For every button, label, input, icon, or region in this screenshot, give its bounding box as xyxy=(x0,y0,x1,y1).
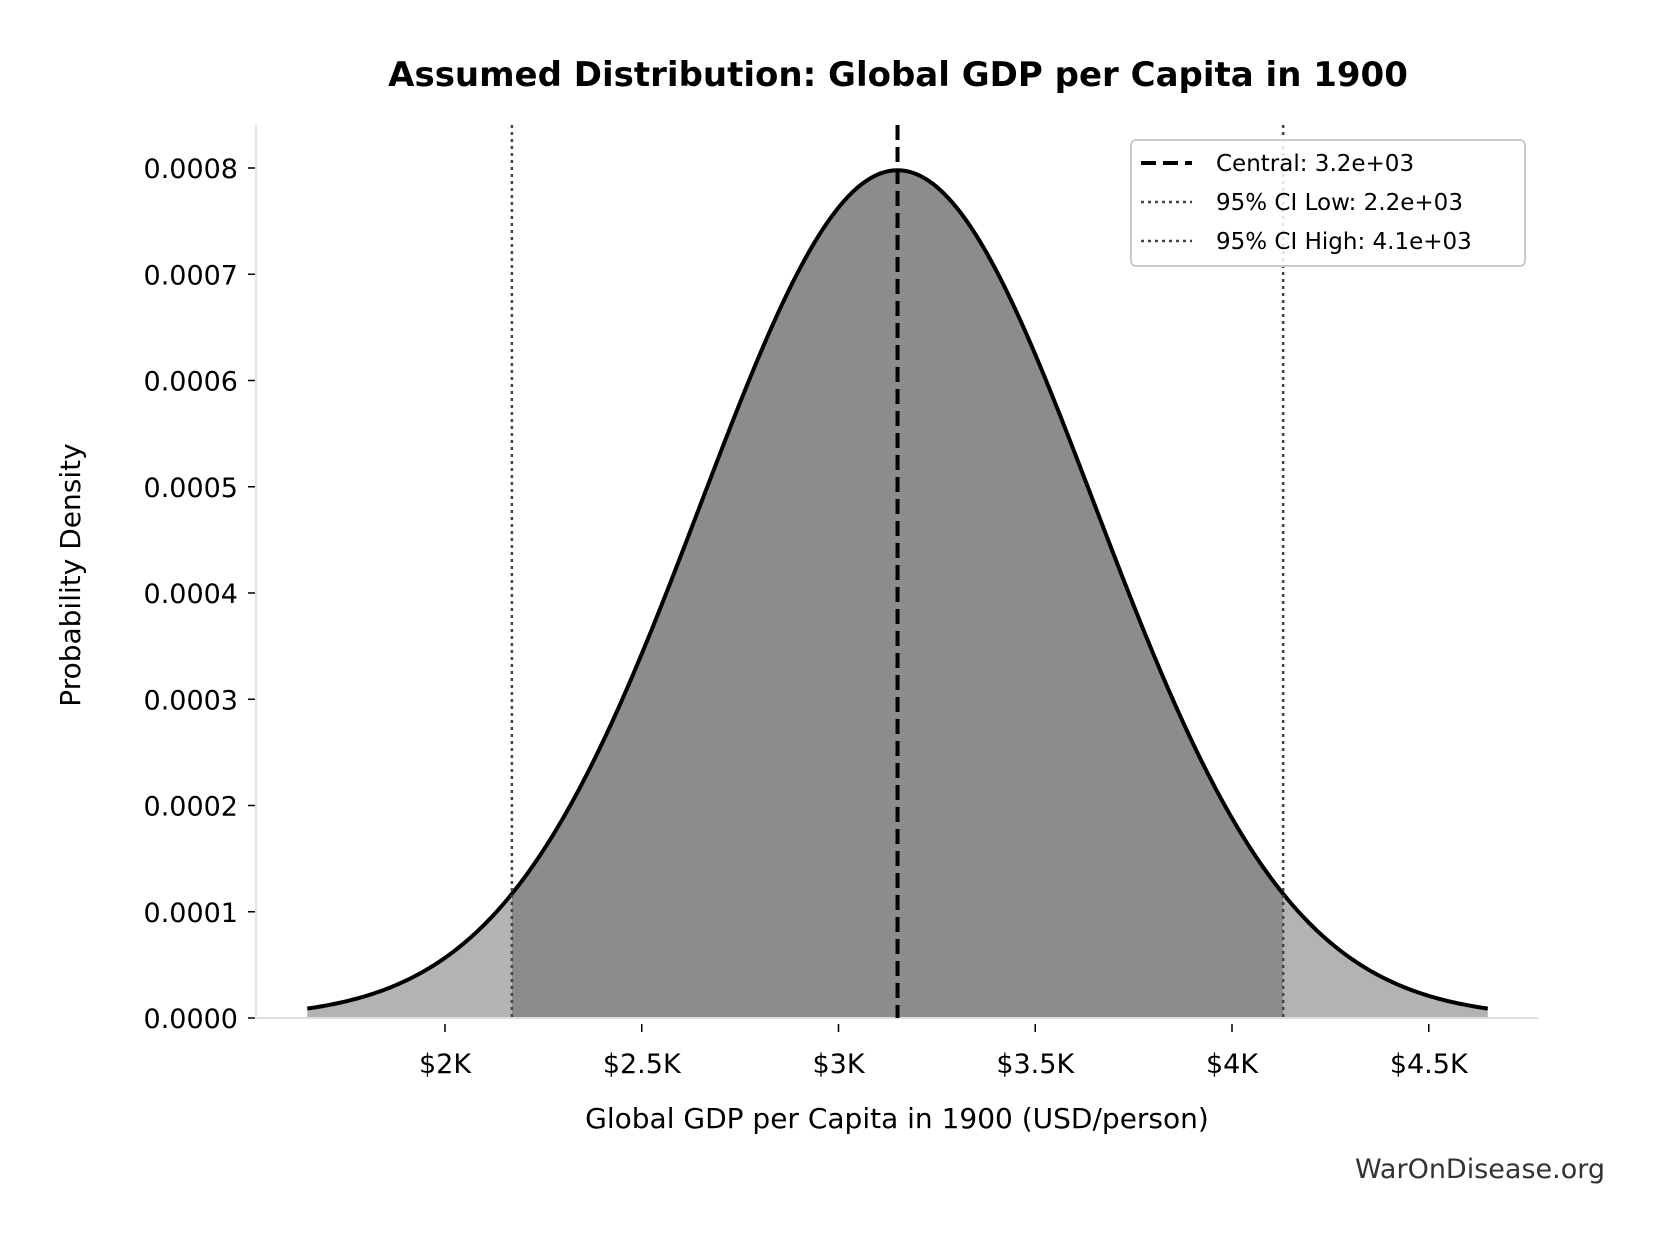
y-tick-label: 0.0007 xyxy=(144,260,238,291)
legend-label: 95% CI Low: 2.2e+03 xyxy=(1216,190,1463,216)
x-tick-label: $2K xyxy=(419,1049,472,1080)
y-tick-label: 0.0003 xyxy=(144,685,238,716)
y-tick-label: 0.0000 xyxy=(144,1004,238,1035)
x-tick-label: $3.5K xyxy=(996,1049,1075,1080)
tail-fill-right xyxy=(1283,893,1488,1018)
x-tick-label: $3K xyxy=(812,1049,865,1080)
tail-fill-left xyxy=(307,893,512,1018)
y-tick-label: 0.0006 xyxy=(144,367,238,398)
legend-label: 95% CI High: 4.1e+03 xyxy=(1216,229,1472,255)
watermark: WarOnDisease.org xyxy=(1355,1154,1605,1185)
legend-label: Central: 3.2e+03 xyxy=(1216,151,1414,177)
y-axis-label: Probability Density xyxy=(54,443,87,706)
legend: Central: 3.2e+03 95% CI Low: 2.2e+03 95% C… xyxy=(1130,139,1526,267)
x-tick-label: $4K xyxy=(1206,1049,1259,1080)
x-tick-label: $2.5K xyxy=(603,1049,682,1080)
y-tick-label: 0.0008 xyxy=(144,154,238,185)
y-tick-label: 0.0001 xyxy=(144,898,238,929)
plot-area: $2K $2.5K $3K $3.5K $4K $4.5K 0.0000 0.0001 0.00… xyxy=(144,125,1538,1080)
x-axis-label: Global GDP per Capita in 1900 (USD/perso… xyxy=(585,1102,1209,1135)
y-tick-label: 0.0004 xyxy=(144,579,238,610)
chart-title: Assumed Distribution: Global GDP per Cap… xyxy=(388,55,1408,95)
legend-frame xyxy=(1130,139,1526,267)
y-tick-label: 0.0005 xyxy=(144,473,238,504)
x-tick-label: $4.5K xyxy=(1390,1049,1469,1080)
y-tick-label: 0.0002 xyxy=(144,792,238,823)
